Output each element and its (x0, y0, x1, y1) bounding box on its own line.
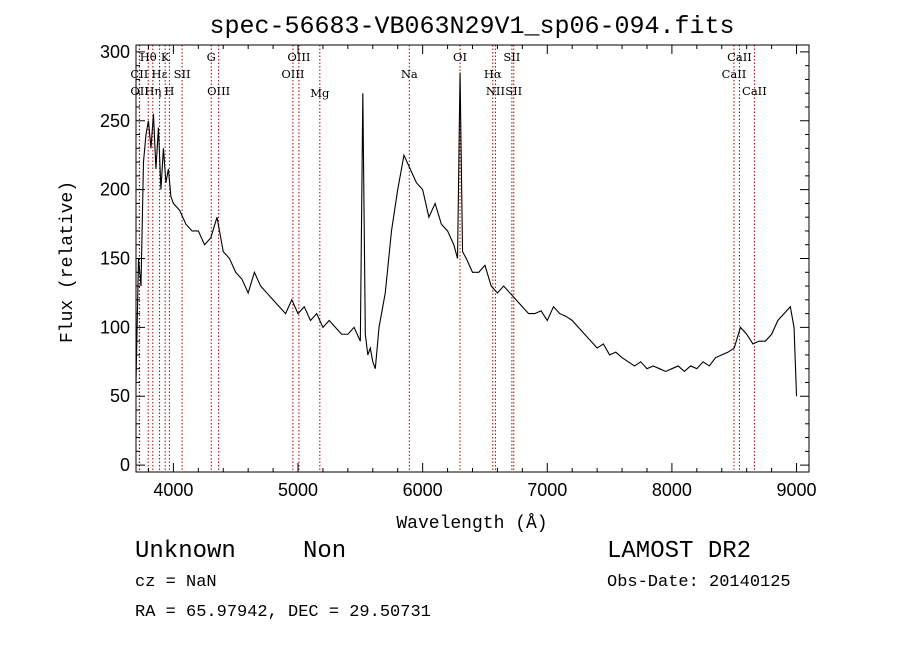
x-tick-label: 5000 (278, 480, 318, 500)
redshift-cz: cz = NaN (135, 573, 217, 592)
spectral-line-label: CaII (742, 84, 767, 98)
y-axis-ticks: 0 50 100 150 200 250 300 (100, 42, 809, 475)
spectral-line-label: OII (130, 84, 149, 98)
x-tick-label: 6000 (403, 480, 443, 500)
spectral-line-label: SII (503, 50, 520, 64)
y-tick-label: 50 (110, 386, 130, 406)
x-tick-label: 8000 (652, 480, 692, 500)
spectral-line-label: CII (130, 67, 148, 81)
y-tick-label: 150 (100, 249, 130, 269)
spectral-line-label: SII (505, 84, 522, 98)
plot-frame (135, 44, 810, 473)
chart-title: spec-56683-VB063N29V1_sp06-094.fits (209, 12, 734, 41)
object-class: Unknown (135, 538, 236, 565)
spectral-line-label: CaII (727, 50, 752, 64)
spectral-line-label: OI (453, 50, 467, 64)
survey-name: LAMOST DR2 (607, 538, 752, 565)
y-tick-label: 200 (100, 180, 130, 200)
spectral-line-label: OIII (207, 84, 230, 98)
y-tick-label: 250 (100, 111, 130, 131)
spectral-line-label: NII (486, 84, 505, 98)
spectral-line-markers (138, 45, 755, 472)
spectral-line-label: Hα (484, 67, 502, 81)
x-tick-label: 4000 (153, 480, 193, 500)
spectral-line-label: CaII (722, 67, 747, 81)
x-axis-label: Wavelength (Å) (396, 513, 547, 534)
y-tick-label: 300 (100, 42, 130, 62)
spectral-line-label: SII (174, 67, 191, 81)
object-subclass: Non (303, 538, 347, 565)
spectral-line-label: G (207, 50, 216, 64)
y-axis-label: Flux (relative) (58, 181, 78, 343)
y-tick-label: 100 (100, 317, 130, 337)
spectral-line-label: Hη (144, 84, 161, 98)
spectral-line-label: OIII (281, 67, 304, 81)
x-tick-label: 7000 (527, 480, 567, 500)
spectral-line-labels: CIIOIIHθHηHεKHSIIGOIIIOIIIOIIIMgNaOIHαNI… (130, 50, 766, 100)
x-axis-ticks: 4000 5000 6000 7000 8000 9000 (147, 45, 817, 500)
spectral-line-label: Hθ (140, 50, 157, 64)
spectral-line-label: Na (401, 67, 418, 81)
observation-date: Obs-Date: 20140125 (607, 573, 791, 592)
x-tick-label: 9000 (777, 480, 817, 500)
spectrum-line (135, 72, 798, 397)
spectral-line-label: OIII (287, 50, 310, 64)
spectral-line-label: H (164, 84, 174, 98)
spectral-line-label: Hε (152, 67, 168, 81)
spectral-line-label: K (161, 50, 170, 64)
spectral-line-label: Mg (310, 86, 330, 100)
y-tick-label: 0 (120, 455, 130, 475)
coordinates: RA = 65.97942, DEC = 29.50731 (135, 603, 431, 622)
